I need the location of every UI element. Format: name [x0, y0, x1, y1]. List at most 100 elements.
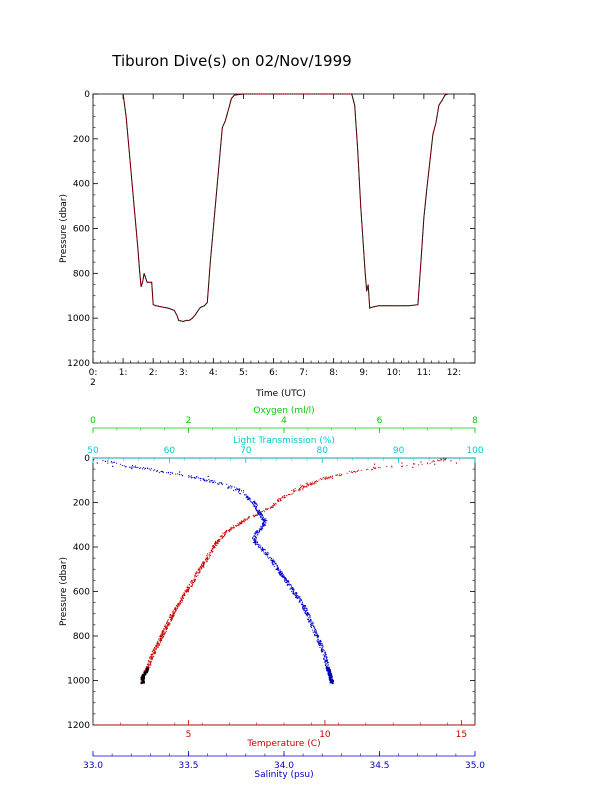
- profile-point: [143, 670, 145, 672]
- profile-point: [144, 672, 146, 674]
- profile-point: [195, 578, 196, 580]
- profile-point: [331, 476, 333, 478]
- profile-point: [308, 614, 310, 616]
- profile-point: [272, 560, 274, 562]
- profile-point: [326, 668, 329, 671]
- profile-point: [205, 479, 207, 481]
- profile-point: [323, 661, 325, 663]
- profile-point: [219, 482, 221, 484]
- profile-point: [175, 473, 177, 475]
- profile-point: [328, 477, 330, 479]
- profile-point: [156, 470, 158, 471]
- profile-point: [180, 597, 182, 599]
- profile-point: [272, 562, 273, 564]
- profile-point: [327, 662, 328, 664]
- profile-point: [178, 605, 180, 607]
- profile-point: [317, 634, 319, 636]
- profile-point: [171, 472, 173, 474]
- profile-point: [148, 665, 150, 667]
- profile-point: [261, 550, 263, 552]
- profile-point: [260, 545, 262, 547]
- profile-point: [141, 676, 144, 678]
- profile-point: [328, 676, 331, 679]
- profile-point: [312, 483, 314, 485]
- profile-point: [232, 525, 234, 527]
- profile-point: [286, 583, 288, 585]
- profile-point: [155, 645, 157, 647]
- profile-point: [305, 486, 307, 488]
- profile-point: [220, 481, 222, 483]
- profile-point: [293, 589, 295, 591]
- profile-point: [291, 493, 293, 495]
- profile-point: [171, 617, 173, 619]
- profile-point: [331, 681, 333, 684]
- profile-point: [255, 508, 257, 510]
- profile-point: [206, 559, 208, 561]
- profile-point: [284, 496, 286, 498]
- profile-point: [208, 558, 210, 560]
- profile-point: [240, 521, 242, 523]
- profile-point: [322, 644, 324, 646]
- profile-point: [227, 487, 229, 489]
- profile-point: [285, 577, 287, 579]
- profile-point: [300, 599, 302, 601]
- profile-point: [308, 485, 310, 487]
- profile-point: [293, 490, 295, 492]
- profile-point: [386, 466, 388, 467]
- profile-point: [197, 574, 199, 576]
- profile-point: [194, 477, 196, 479]
- profile-point: [420, 461, 422, 463]
- profile-point: [257, 533, 259, 535]
- profile-point: [304, 609, 305, 611]
- light-tick-label: 80: [316, 446, 328, 456]
- profile-point: [261, 526, 263, 528]
- profile-point: [252, 514, 254, 516]
- profile-point: [249, 499, 251, 501]
- profile-point: [251, 501, 253, 503]
- profile-point: [338, 473, 340, 475]
- profile-point: [325, 664, 327, 665]
- profile-point: [213, 545, 214, 547]
- profile-point: [257, 510, 259, 512]
- profile-point: [247, 497, 249, 499]
- profile-point: [147, 670, 149, 672]
- profile-point: [320, 640, 322, 642]
- profile-point: [199, 570, 201, 572]
- profile-point: [323, 658, 324, 660]
- profile-point: [114, 461, 115, 463]
- profile-point: [253, 542, 255, 543]
- profile-point: [166, 621, 168, 623]
- profile-point: [173, 614, 175, 616]
- profile-point: [288, 583, 290, 585]
- profile-point: [371, 469, 373, 470]
- profile-point: [175, 607, 177, 609]
- profile-point: [229, 529, 231, 531]
- profile-point: [275, 568, 277, 570]
- profile-point: [202, 562, 204, 564]
- profile-point: [246, 519, 248, 521]
- profile-point: [154, 469, 156, 471]
- profile-point: [182, 596, 184, 598]
- profile-point: [196, 576, 198, 577]
- profile-point: [283, 576, 285, 578]
- profile-point: [209, 481, 211, 483]
- profile-point: [179, 601, 181, 603]
- profile-point: [329, 476, 331, 478]
- profile-point: [135, 466, 136, 468]
- profile-point: [112, 465, 114, 467]
- profile-point: [191, 585, 193, 586]
- salinity-axis-label: Salinity (psu): [254, 770, 313, 780]
- profile-point: [266, 520, 268, 522]
- profile-point: [150, 660, 152, 662]
- profile-point: [307, 484, 309, 486]
- profile-point: [269, 556, 271, 558]
- profile-point: [330, 674, 333, 677]
- x-tick-label: 8:: [329, 368, 338, 378]
- profile-point: [207, 553, 209, 555]
- profile-point: [401, 462, 403, 464]
- profile-point: [171, 620, 173, 622]
- profile-point: [188, 476, 190, 478]
- profile-point: [331, 680, 333, 683]
- y-tick-label: 1000: [67, 677, 90, 687]
- profile-point: [205, 559, 207, 561]
